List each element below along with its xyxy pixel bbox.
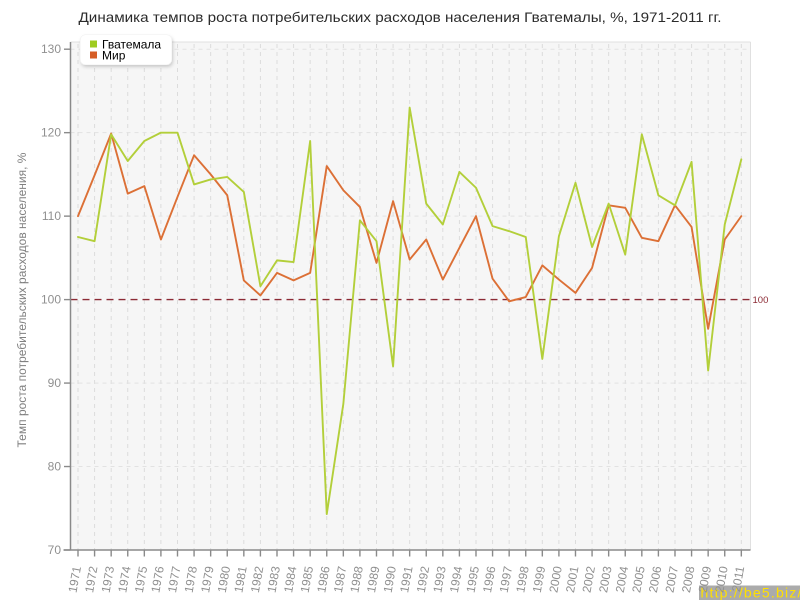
svg-text:70: 70: [48, 543, 62, 557]
svg-text:110: 110: [42, 209, 61, 223]
svg-text:100: 100: [753, 295, 769, 306]
svg-text:90: 90: [48, 376, 62, 390]
svg-text:Темп роста потребительских рас: Темп роста потребительских расходов насе…: [15, 152, 29, 447]
svg-text:130: 130: [41, 42, 61, 56]
svg-text:80: 80: [48, 460, 62, 474]
svg-text:100: 100: [41, 293, 61, 307]
svg-text:Мир: Мир: [102, 49, 126, 63]
svg-text:Динамика темпов роста потребит: Динамика темпов роста потребительских ра…: [79, 9, 722, 25]
svg-text:120: 120: [41, 126, 61, 140]
